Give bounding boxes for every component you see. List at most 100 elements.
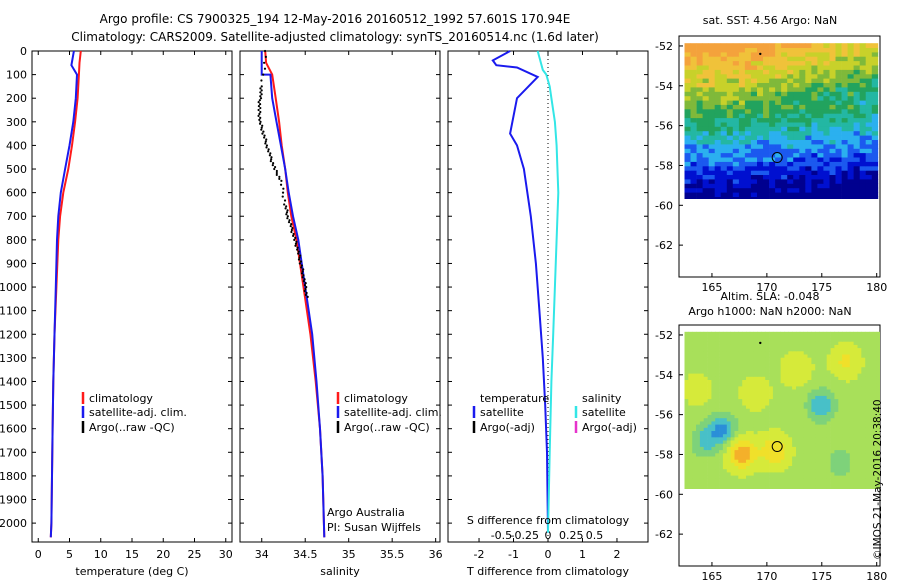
sla-cell — [830, 414, 835, 419]
sla-cell — [746, 344, 751, 349]
sst-cell — [847, 87, 854, 92]
sla-cell — [703, 385, 708, 390]
sla-cell — [688, 484, 693, 489]
sst-cell — [823, 47, 830, 53]
sla-cell — [872, 468, 878, 473]
sst-cell — [726, 165, 734, 171]
sla-cell — [876, 347, 880, 352]
sla-cell — [876, 417, 880, 422]
sla-cell — [715, 475, 720, 479]
sst-cell — [714, 87, 722, 92]
sla-cell — [696, 350, 701, 355]
sla-cell — [722, 433, 728, 438]
sla-cell — [807, 335, 812, 339]
sla-cell — [722, 468, 728, 473]
sla-cell — [707, 430, 712, 435]
temperature-legend: climatology satellite-adj. clim. Argo(..… — [81, 392, 187, 434]
sla-cell — [719, 459, 724, 463]
sla-cell — [819, 347, 824, 352]
sst-cell — [696, 148, 703, 154]
sla-cell — [753, 360, 758, 365]
sla-cell — [753, 446, 758, 451]
sla-cell — [861, 484, 866, 489]
sla-cell — [742, 456, 747, 460]
sla-cell — [726, 344, 731, 349]
sla-cell — [865, 462, 870, 466]
sla-cell — [730, 452, 735, 457]
sla-cell — [872, 484, 878, 489]
sla-cell — [815, 414, 820, 419]
argo-point — [259, 106, 262, 110]
argo-point — [258, 112, 261, 116]
sla-cell — [830, 417, 835, 422]
sla-cell — [726, 347, 731, 352]
argo-point — [306, 295, 309, 298]
sla-cell — [826, 357, 831, 361]
sst-cell — [859, 113, 867, 119]
sla-cell — [753, 478, 758, 482]
sla-cell — [857, 436, 862, 441]
sla-cell — [869, 389, 874, 393]
sla-cell — [853, 456, 858, 460]
sla-cell — [838, 481, 843, 486]
sst-cell — [684, 183, 691, 189]
sst-cell — [847, 192, 854, 197]
sla-cell — [796, 427, 801, 431]
sst-cell — [871, 192, 879, 197]
sst-cell — [811, 87, 818, 92]
sst-cell — [799, 192, 806, 197]
map-x-tick-label: 170 — [756, 281, 777, 294]
sla-cell — [853, 370, 858, 374]
sla-cell — [746, 484, 751, 489]
sst-cell — [859, 69, 867, 75]
sla-cell — [872, 354, 878, 358]
sla-cell — [796, 468, 801, 473]
sla-cell — [757, 373, 762, 377]
sla-cell — [730, 427, 735, 431]
sla-cell — [842, 405, 847, 409]
sla-cell — [826, 389, 831, 393]
sla-cell — [876, 468, 880, 473]
sla-cell — [734, 414, 739, 419]
sla-cell — [838, 385, 843, 390]
sst-cell — [763, 135, 770, 140]
sla-cell — [853, 481, 858, 486]
sla-cell — [865, 484, 870, 489]
sst-cell — [817, 82, 824, 88]
map-y-tick-label: -60 — [655, 488, 673, 501]
sst-cell — [865, 170, 873, 175]
sla-cell — [799, 395, 804, 400]
sla-cell — [769, 449, 774, 454]
sst-cell — [775, 65, 782, 70]
sla-cell — [715, 417, 720, 422]
sst-cell — [757, 130, 764, 136]
sla-cell — [722, 395, 728, 400]
sla-cell — [838, 449, 843, 454]
sst-cell — [732, 51, 740, 57]
sst-cell — [690, 170, 697, 175]
sla-cell — [822, 379, 828, 384]
sla-cell — [696, 408, 701, 412]
sla-cell — [715, 389, 720, 393]
sst-cell — [769, 78, 776, 83]
sst-cell — [799, 130, 806, 136]
sla-cell — [761, 436, 766, 441]
sla-cell — [803, 421, 808, 425]
sla-cell — [803, 430, 808, 435]
sla-cell — [765, 373, 770, 377]
argo-point — [297, 258, 301, 261]
sla-cell — [765, 459, 770, 463]
sla-cell — [826, 443, 831, 447]
sla-cell — [761, 354, 766, 358]
sla-cell — [865, 385, 870, 390]
sst-cell — [859, 187, 867, 193]
argo-point — [297, 250, 300, 253]
sla-cell — [822, 487, 828, 489]
sst-cell — [757, 174, 764, 180]
sla-cell — [707, 417, 712, 422]
sst-cell — [847, 152, 854, 158]
sst-cell — [787, 135, 794, 140]
sla-cell — [815, 430, 820, 435]
sst-cell — [732, 139, 740, 145]
sst-cell — [871, 60, 879, 66]
